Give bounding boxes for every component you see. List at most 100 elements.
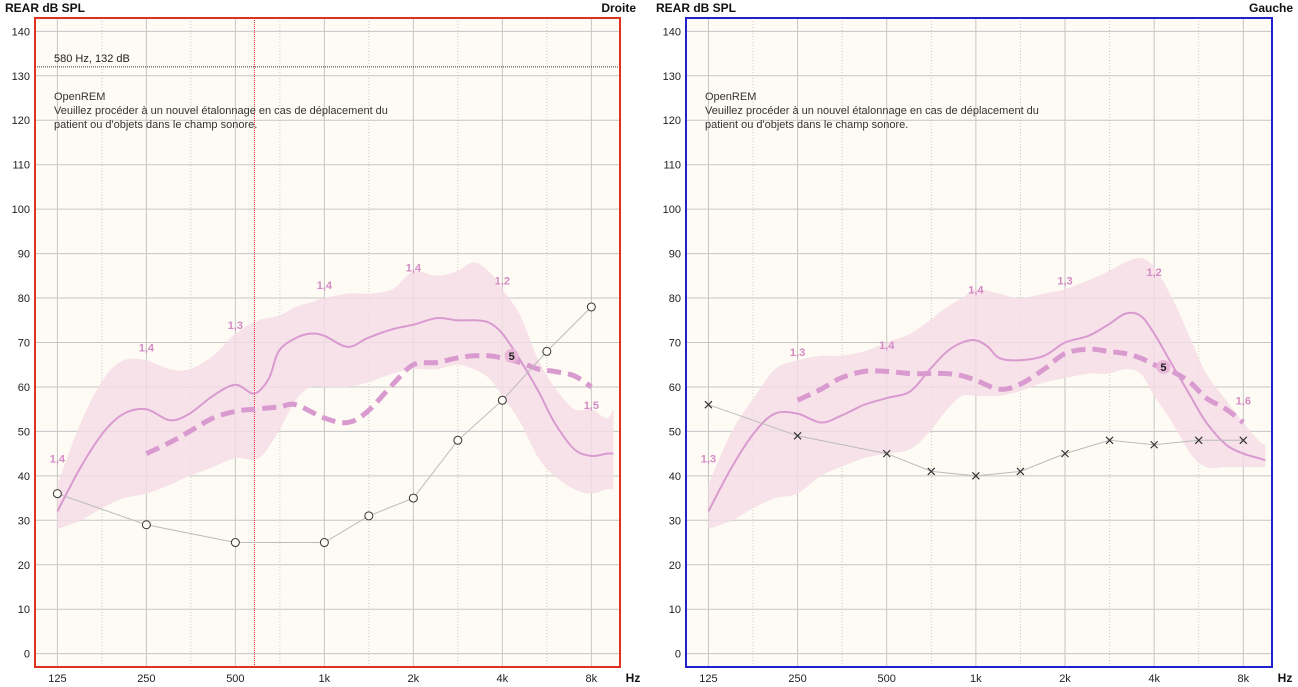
target-marker-circle <box>1156 359 1171 374</box>
target-marker-label: 5 <box>509 351 515 363</box>
calibration-note-line: Veuillez procéder à un nouvel étalonnage… <box>705 105 1039 117</box>
band-label: 1,4 <box>317 280 333 292</box>
y-tick-label: 40 <box>18 471 30 483</box>
left-ear-chart: OpenREM Veuillez procéder à un nouvel éta… <box>656 1 1293 685</box>
threshold-point-x <box>1105 436 1114 445</box>
threshold-point-circle <box>586 302 596 312</box>
y-tick-label: 30 <box>669 515 681 527</box>
band-label: 1,3 <box>701 454 716 466</box>
y-tick-label: 20 <box>669 560 681 572</box>
x-axis-unit-label: Hz <box>626 671 641 685</box>
band-label: 1,5 <box>584 400 599 412</box>
threshold-point-x <box>1194 436 1203 445</box>
y-tick-label: 0 <box>675 649 681 661</box>
threshold-point-x <box>1150 440 1159 449</box>
band-label: 1,6 <box>1236 396 1251 408</box>
band-label: 1,3 <box>790 347 805 359</box>
threshold-point-circle <box>542 346 552 356</box>
band-label: 1,4 <box>406 262 422 274</box>
band-label: 1,4 <box>879 340 895 352</box>
x-tick-label: 4k <box>497 673 509 685</box>
x-tick-label: 1k <box>970 673 982 685</box>
y-tick-label: 10 <box>18 604 30 616</box>
band-label: 1,4 <box>50 454 66 466</box>
chart-title: REAR dB SPL <box>656 1 736 15</box>
x-tick-label: 500 <box>878 673 896 685</box>
y-tick-label: 40 <box>669 471 681 483</box>
y-tick-label: 50 <box>18 426 30 438</box>
y-tick-label: 90 <box>669 249 681 261</box>
right-ear-plot-frame <box>34 17 621 668</box>
threshold-line <box>57 306 592 543</box>
threshold-point-circle <box>497 395 507 405</box>
threshold-point-x <box>1016 467 1025 476</box>
target-marker-label: 5 <box>1160 362 1166 374</box>
calibration-note-line: OpenREM <box>54 91 105 103</box>
threshold-point-circle <box>230 538 240 548</box>
x-tick-label: 250 <box>137 673 155 685</box>
x-tick-label: 125 <box>48 673 66 685</box>
band-label: 1,2 <box>1147 267 1162 279</box>
cursor-readout: 580 Hz, 132 dB <box>54 53 130 65</box>
threshold-point-circle <box>52 489 62 499</box>
target-curve-dashed <box>145 353 593 456</box>
target-curve-dashed <box>796 346 1245 425</box>
y-tick-label: 110 <box>663 160 681 172</box>
y-tick-label: 0 <box>24 649 30 661</box>
measured-response-curve <box>707 311 1266 512</box>
x-tick-label: 125 <box>699 673 717 685</box>
y-tick-label: 20 <box>18 560 30 572</box>
x-tick-label: 500 <box>226 673 244 685</box>
x-tick-label: 250 <box>788 673 806 685</box>
y-tick-label: 100 <box>663 204 681 216</box>
threshold-point-x <box>971 471 980 480</box>
threshold-point-x <box>927 467 936 476</box>
band-label: 1,3 <box>1057 276 1072 288</box>
ear-side-label: Gauche <box>1249 1 1293 15</box>
y-tick-label: 30 <box>18 515 30 527</box>
y-tick-label: 140 <box>12 26 30 38</box>
chart-title: REAR dB SPL <box>5 1 85 15</box>
band-label: 1,3 <box>228 320 243 332</box>
y-tick-label: 110 <box>12 160 30 172</box>
left-ear-plot-frame <box>685 17 1273 668</box>
calibration-note-line: OpenREM <box>705 91 756 103</box>
calibration-note-line: patient ou d'objets dans le champ sonore… <box>54 119 257 131</box>
band-label: 1,2 <box>495 276 510 288</box>
x-tick-label: 2k <box>408 673 420 685</box>
threshold-point-x <box>1061 449 1069 458</box>
y-tick-label: 140 <box>663 26 681 38</box>
threshold-point-circle <box>408 493 418 503</box>
x-tick-label: 8k <box>586 673 598 685</box>
target-tolerance-band <box>708 257 1266 530</box>
threshold-point-x <box>882 449 891 458</box>
threshold-point-circle <box>364 511 374 521</box>
ear-side-label: Droite <box>601 1 636 15</box>
threshold-point-circle <box>453 435 463 445</box>
y-tick-label: 130 <box>663 71 681 83</box>
y-tick-label: 90 <box>18 249 30 261</box>
y-tick-label: 80 <box>18 293 30 305</box>
right-ear-chart: 580 Hz, 132 dB OpenREM Veuillez procéder à… <box>5 1 640 685</box>
y-tick-label: 50 <box>669 426 681 438</box>
x-tick-label: 2k <box>1059 673 1071 685</box>
y-tick-label: 120 <box>663 115 681 127</box>
y-tick-label: 60 <box>18 382 30 394</box>
x-tick-label: 4k <box>1148 673 1160 685</box>
threshold-point-x <box>1239 436 1248 445</box>
target-tolerance-band <box>57 262 614 530</box>
calibration-note-line: patient ou d'objets dans le champ sonore… <box>705 119 908 131</box>
threshold-point-x <box>704 400 713 409</box>
x-axis-unit-label: Hz <box>1278 671 1293 685</box>
band-label: 1,4 <box>968 285 984 297</box>
x-tick-label: 1k <box>319 673 331 685</box>
y-tick-label: 130 <box>12 71 30 83</box>
x-tick-label: 8k <box>1237 673 1249 685</box>
y-tick-label: 80 <box>669 293 681 305</box>
y-tick-label: 10 <box>669 604 681 616</box>
threshold-point-circle <box>319 538 329 548</box>
y-tick-label: 100 <box>12 204 30 216</box>
threshold-point-circle <box>141 520 151 530</box>
y-tick-label: 120 <box>12 115 30 127</box>
